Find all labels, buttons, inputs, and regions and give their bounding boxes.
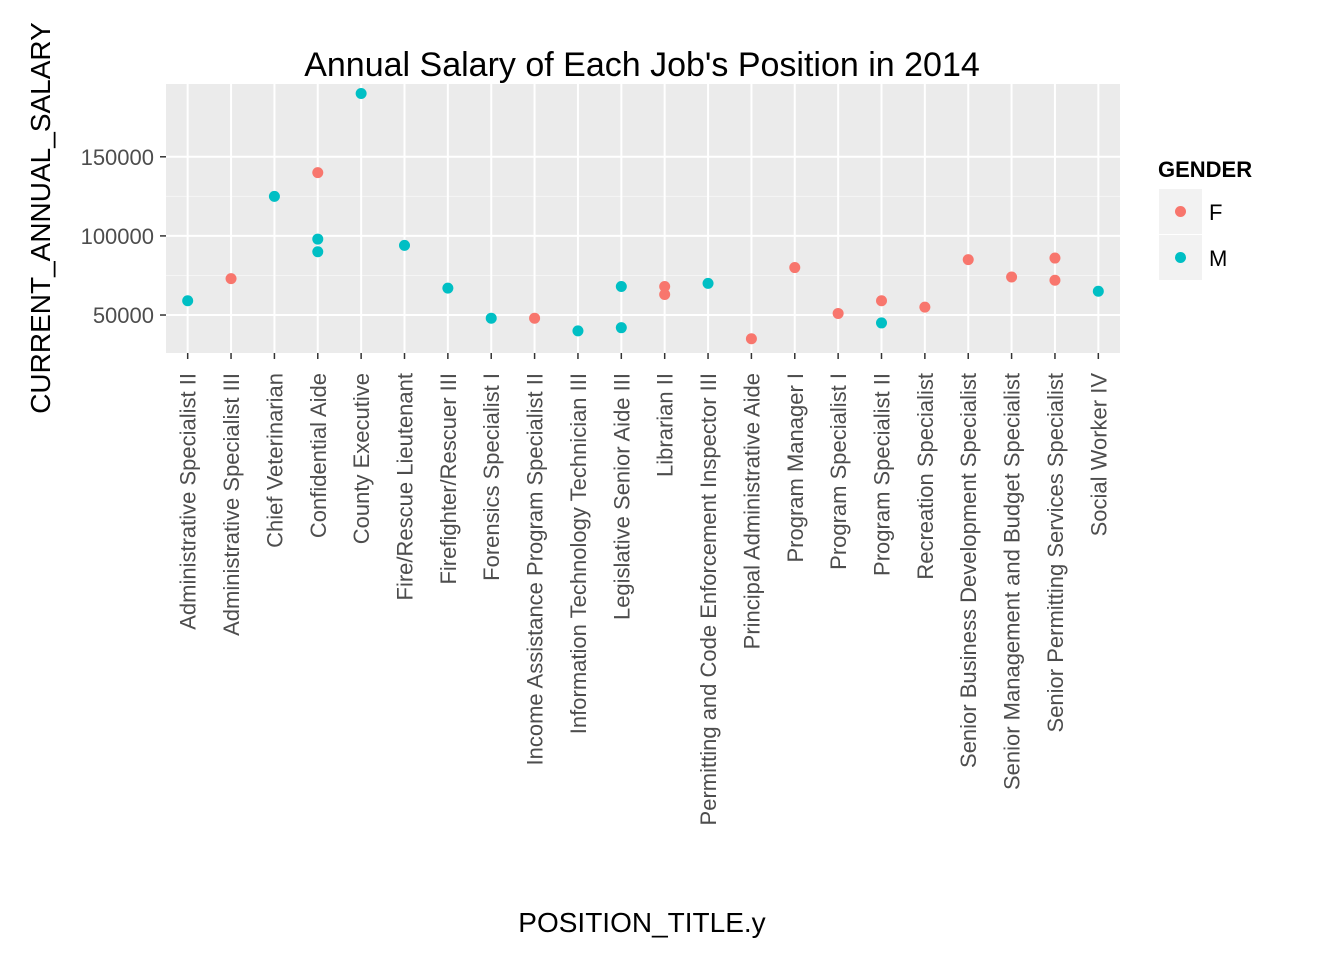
x-axis: Administrative Specialist II Administrati… xyxy=(176,353,1111,825)
data-point-f xyxy=(745,333,757,345)
data-point-m xyxy=(615,281,627,293)
legend-marker-m xyxy=(1175,252,1186,263)
x-tick-label: Program Specialist I xyxy=(826,373,851,570)
x-tick-label: Principal Administrative Aide xyxy=(739,373,764,649)
data-point-m xyxy=(355,87,367,99)
legend-title: GENDER xyxy=(1158,157,1252,182)
y-tick-label: 150000 xyxy=(81,145,154,170)
data-point-f xyxy=(962,254,974,266)
y-axis-title: CURRENT_ANNUAL_SALARY xyxy=(25,22,56,414)
x-tick-label: County Executive xyxy=(349,373,374,544)
data-point-f xyxy=(225,273,237,285)
data-point-f xyxy=(919,301,931,313)
data-point-m xyxy=(442,282,454,294)
y-tick-label: 100000 xyxy=(81,224,154,249)
data-point-m xyxy=(876,317,887,329)
x-tick-label: Librarian II xyxy=(653,373,678,477)
data-point-f xyxy=(1049,274,1061,286)
data-point-m xyxy=(312,246,324,258)
x-tick-label: Chief Veterinarian xyxy=(262,373,287,548)
data-point-m xyxy=(702,277,714,289)
data-point-f xyxy=(876,295,887,307)
x-tick-label: Permitting and Code Enforcement Inspecto… xyxy=(696,373,721,825)
data-point-f xyxy=(529,312,541,324)
data-point-m xyxy=(572,325,584,337)
data-points xyxy=(182,87,1104,345)
x-axis-title: POSITION_TITLE.y xyxy=(518,907,765,938)
data-point-m xyxy=(1092,285,1104,297)
y-tick-label: 50000 xyxy=(93,303,154,328)
x-tick-label: Legislative Senior Aide III xyxy=(609,373,634,620)
data-point-f xyxy=(789,262,801,274)
data-point-f xyxy=(659,288,671,300)
data-point-f xyxy=(1006,271,1018,283)
x-tick-label: Confidential Aide xyxy=(306,373,331,538)
legend-label-f: F xyxy=(1209,200,1222,225)
x-tick-label: Administrative Specialist II xyxy=(176,373,201,630)
data-point-f xyxy=(1049,252,1061,264)
y-axis: 50000 100000 150000 xyxy=(81,145,166,328)
x-tick-label: Administrative Specialist III xyxy=(219,373,244,636)
x-tick-label: Senior Business Development Specialist xyxy=(956,373,981,768)
data-point-f xyxy=(312,167,324,179)
data-point-m xyxy=(615,322,627,334)
legend-marker-f xyxy=(1175,206,1186,217)
plot-panel xyxy=(166,84,1120,353)
x-tick-label: Program Specialist II xyxy=(870,373,895,576)
x-tick-label: Firefighter/Rescuer III xyxy=(436,373,461,585)
x-tick-label: Information Technology Technician III xyxy=(566,373,591,734)
x-tick-label: Senior Management and Budget Specialist xyxy=(1000,373,1025,790)
data-point-f xyxy=(659,281,671,293)
data-point-m xyxy=(312,233,324,245)
x-tick-label: Recreation Specialist xyxy=(913,373,938,580)
x-tick-label: Social Worker IV xyxy=(1086,373,1111,537)
data-point-m xyxy=(268,190,280,202)
x-tick-label: Forensics Specialist I xyxy=(479,373,504,581)
data-point-m xyxy=(485,312,497,324)
data-point-m xyxy=(182,295,194,307)
data-point-m xyxy=(399,239,410,251)
chart-title: Annual Salary of Each Job's Position in … xyxy=(304,46,980,84)
x-tick-label: Income Assistance Program Specialist II xyxy=(523,373,548,766)
x-tick-label: Program Manager I xyxy=(783,373,808,563)
x-tick-label: Senior Permitting Services Specialist xyxy=(1043,373,1068,732)
legend: GENDER FM xyxy=(1158,157,1252,280)
data-point-f xyxy=(832,307,844,319)
x-tick-label: Fire/Rescue Lieutenant xyxy=(393,373,418,600)
legend-label-m: M xyxy=(1209,246,1227,271)
